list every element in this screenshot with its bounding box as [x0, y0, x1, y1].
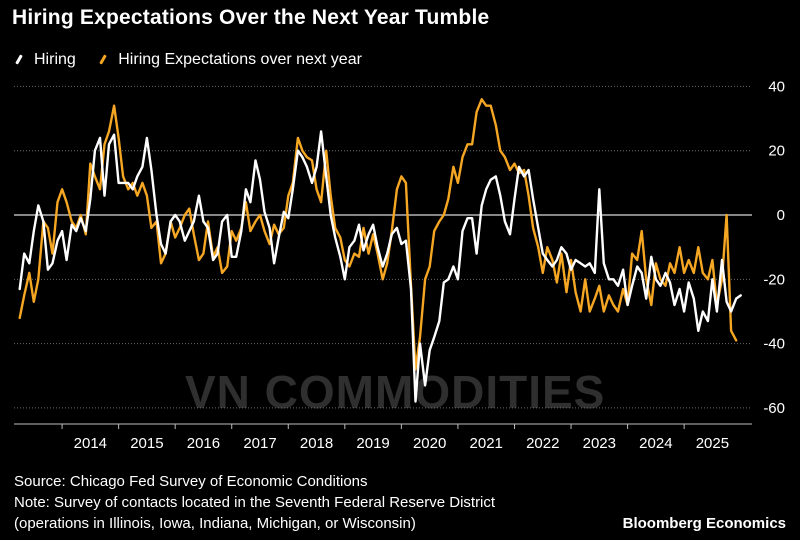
- line-chart: 40 20 0 -20 -40 -60 2014 2015 2016 2017 2018 2019 20…: [14, 78, 785, 452]
- x-tick-label: 2015: [130, 435, 163, 452]
- series-line-expectations: [18, 98, 738, 371]
- survey-note-states: (operations in Illinois, Iowa, Indiana, …: [14, 515, 416, 532]
- y-tick-label: 40: [768, 78, 785, 95]
- y-tick-label: -20: [763, 271, 785, 288]
- x-tick-label: 2020: [413, 435, 446, 452]
- x-tick-label: 2025: [696, 435, 729, 452]
- y-tick-label: 0: [777, 207, 785, 224]
- y-tick-label: -60: [763, 400, 785, 417]
- x-tick-label: 2016: [187, 435, 220, 452]
- x-tick-label: 2021: [470, 435, 503, 452]
- x-tick-label: 2024: [639, 435, 672, 452]
- x-tick-label: 2014: [74, 435, 107, 452]
- x-tick-label: 2017: [243, 435, 276, 452]
- watermark: VN COMMODITIES: [185, 366, 606, 418]
- legend-label-hiring: Hiring: [34, 50, 76, 68]
- legend: Hiring Hiring Expectations over next yea…: [14, 48, 380, 69]
- chart-title: Hiring Expectations Over the Next Year T…: [12, 6, 490, 29]
- x-tick-label: 2019: [356, 435, 389, 452]
- footer: Source: Chicago Fed Survey of Economic C…: [14, 471, 495, 534]
- x-tick-label: 2018: [300, 435, 333, 452]
- y-tick-label: -40: [763, 336, 785, 353]
- legend-item-hiring: Hiring: [14, 51, 76, 69]
- legend-swatch-expectations: [99, 54, 108, 65]
- legend-swatch-hiring: [15, 54, 23, 65]
- brand-label: Bloomberg Economics: [622, 515, 786, 532]
- y-tick-label: 20: [768, 143, 785, 160]
- source-note: Source: Chicago Fed Survey of Economic C…: [14, 473, 368, 490]
- survey-note: Note: Survey of contacts located in the …: [14, 494, 496, 511]
- series-line-hiring: [18, 130, 742, 403]
- legend-label-expectations: Hiring Expectations over next year: [118, 50, 362, 68]
- x-tick-label: 2023: [583, 435, 616, 452]
- x-tick-label: 2022: [526, 435, 559, 452]
- legend-item-expectations: Hiring Expectations over next year: [98, 51, 362, 69]
